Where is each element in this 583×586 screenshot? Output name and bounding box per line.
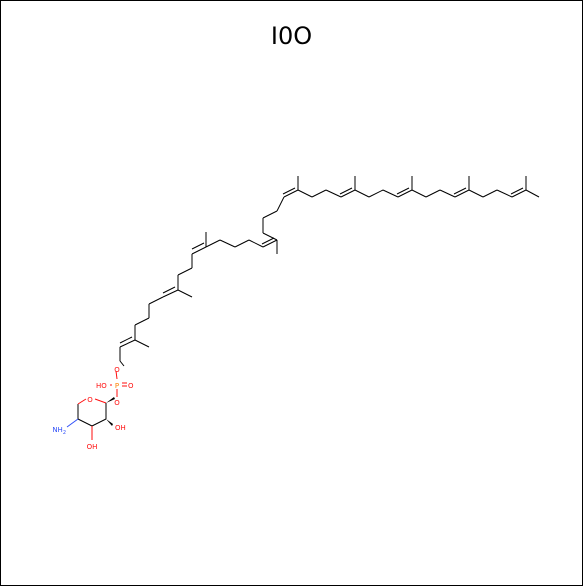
phosphate-bonds — [110, 360, 127, 397]
wedge-bond — [106, 397, 115, 403]
hydroxyl-label: OH — [87, 443, 98, 451]
sugar-ring — [66, 398, 107, 440]
amine-label: NH2 — [52, 426, 66, 436]
molecule-title: I0O — [270, 22, 313, 50]
ring-oxygen-label: O — [87, 396, 93, 404]
glycosidic-oxygen-label: O — [114, 399, 120, 407]
wedge-bond — [106, 419, 113, 426]
atom-labels: NH2 OH OH O O HO P O O — [52, 366, 134, 451]
hydroxyl-label: OH — [115, 424, 126, 432]
phosphoryl-oxygen-label: O — [128, 382, 134, 390]
phosphorus-label: P — [115, 382, 119, 390]
ester-oxygen-label: O — [114, 366, 120, 374]
isoprenoid-chain — [119, 176, 540, 361]
phosphate-hydroxyl-label: HO — [96, 382, 107, 390]
